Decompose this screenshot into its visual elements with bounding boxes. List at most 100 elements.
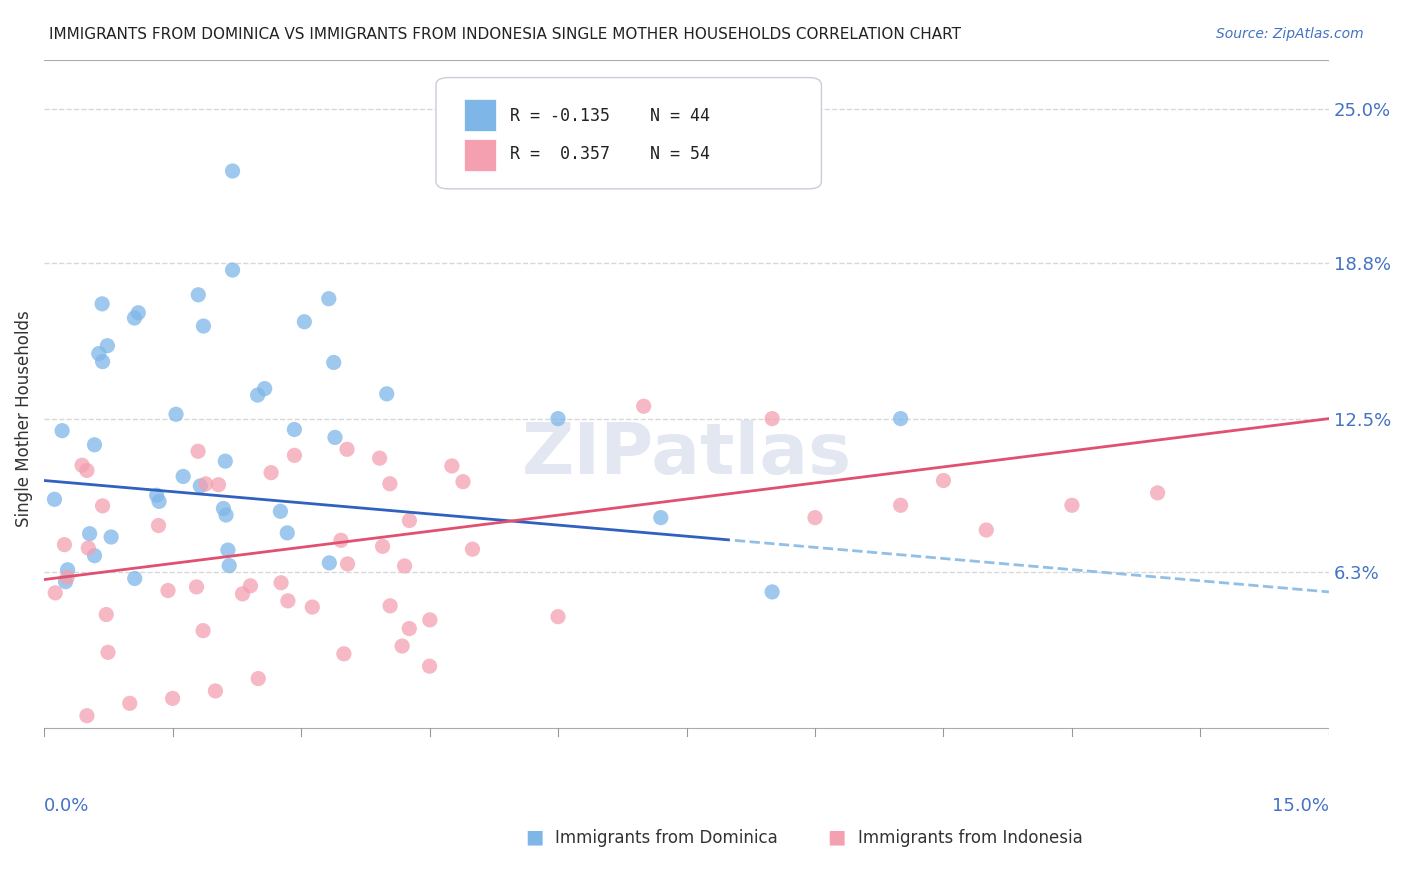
Point <box>221 164 243 178</box>
Point <box>391 639 413 653</box>
Text: 15.0%: 15.0% <box>1272 797 1329 815</box>
Point <box>231 587 253 601</box>
Point <box>318 292 340 306</box>
Point <box>100 530 122 544</box>
Point <box>461 542 484 557</box>
Point <box>83 438 105 452</box>
Point <box>375 387 398 401</box>
Point <box>330 533 353 548</box>
Y-axis label: Single Mother Households: Single Mother Households <box>15 310 32 527</box>
Point <box>172 469 194 483</box>
Point <box>246 388 269 402</box>
Point <box>239 579 262 593</box>
Point <box>162 691 184 706</box>
Point <box>650 510 672 524</box>
Point <box>292 315 315 329</box>
Point <box>193 319 215 334</box>
Point <box>398 622 420 636</box>
Point <box>221 263 243 277</box>
Text: IMMIGRANTS FROM DOMINICA VS IMMIGRANTS FROM INDONESIA SINGLE MOTHER HOUSEHOLDS C: IMMIGRANTS FROM DOMINICA VS IMMIGRANTS F… <box>49 27 962 42</box>
Point <box>890 411 912 425</box>
Point <box>215 508 238 522</box>
Point <box>323 430 346 444</box>
Point <box>91 499 114 513</box>
Point <box>91 354 114 368</box>
Point <box>277 594 299 608</box>
Text: Source: ZipAtlas.com: Source: ZipAtlas.com <box>1216 27 1364 41</box>
Point <box>87 346 110 360</box>
Bar <box>464 138 496 171</box>
Point <box>218 558 240 573</box>
Point <box>207 477 229 491</box>
Point <box>451 475 474 489</box>
Point <box>301 600 323 615</box>
Point <box>204 684 226 698</box>
Point <box>53 538 76 552</box>
Point <box>187 288 209 302</box>
Point <box>318 556 340 570</box>
Point <box>124 311 146 326</box>
Point <box>148 494 170 508</box>
Text: Immigrants from Dominica: Immigrants from Dominica <box>555 829 778 847</box>
Point <box>145 488 167 502</box>
Point <box>398 514 420 528</box>
Point <box>76 708 98 723</box>
Point <box>419 613 441 627</box>
Text: ZIPatlas: ZIPatlas <box>522 420 852 489</box>
Point <box>127 306 149 320</box>
Point <box>247 672 270 686</box>
FancyBboxPatch shape <box>436 78 821 189</box>
Point <box>70 458 93 473</box>
Point <box>187 444 209 458</box>
Point <box>336 557 359 571</box>
Point <box>156 583 179 598</box>
Point <box>186 580 208 594</box>
Point <box>547 609 569 624</box>
Point <box>283 422 305 436</box>
Point <box>1146 486 1168 500</box>
Point <box>336 442 359 457</box>
Bar <box>464 99 496 131</box>
Point <box>76 463 98 477</box>
Point <box>96 607 118 622</box>
Point <box>56 570 79 584</box>
Text: R =  0.357    N = 54: R = 0.357 N = 54 <box>510 145 710 163</box>
Point <box>96 339 118 353</box>
Point <box>77 541 100 555</box>
Point <box>890 498 912 512</box>
Point <box>547 411 569 425</box>
Point <box>322 355 344 369</box>
Point <box>191 624 214 638</box>
Point <box>188 479 211 493</box>
Point <box>44 586 66 600</box>
Point <box>804 510 827 524</box>
Point <box>932 474 955 488</box>
Point <box>974 523 997 537</box>
Point <box>419 659 441 673</box>
Point <box>165 407 187 421</box>
Text: R = -0.135    N = 44: R = -0.135 N = 44 <box>510 107 710 125</box>
Point <box>91 297 114 311</box>
Point <box>124 572 146 586</box>
Point <box>217 543 239 558</box>
Text: ■: ■ <box>827 828 846 847</box>
Point <box>260 466 283 480</box>
Text: ■: ■ <box>524 828 544 847</box>
Text: Immigrants from Indonesia: Immigrants from Indonesia <box>858 829 1083 847</box>
Point <box>283 449 305 463</box>
Point <box>394 558 416 573</box>
Point <box>378 476 401 491</box>
Text: 0.0%: 0.0% <box>44 797 90 815</box>
Point <box>83 549 105 563</box>
Point <box>1060 498 1083 512</box>
Point <box>118 696 141 710</box>
Point <box>368 451 391 466</box>
Point <box>276 525 298 540</box>
Point <box>79 526 101 541</box>
Point <box>55 574 77 589</box>
Point <box>56 563 79 577</box>
Point <box>214 454 236 468</box>
Point <box>194 476 217 491</box>
Point <box>761 411 783 425</box>
Point <box>253 382 276 396</box>
